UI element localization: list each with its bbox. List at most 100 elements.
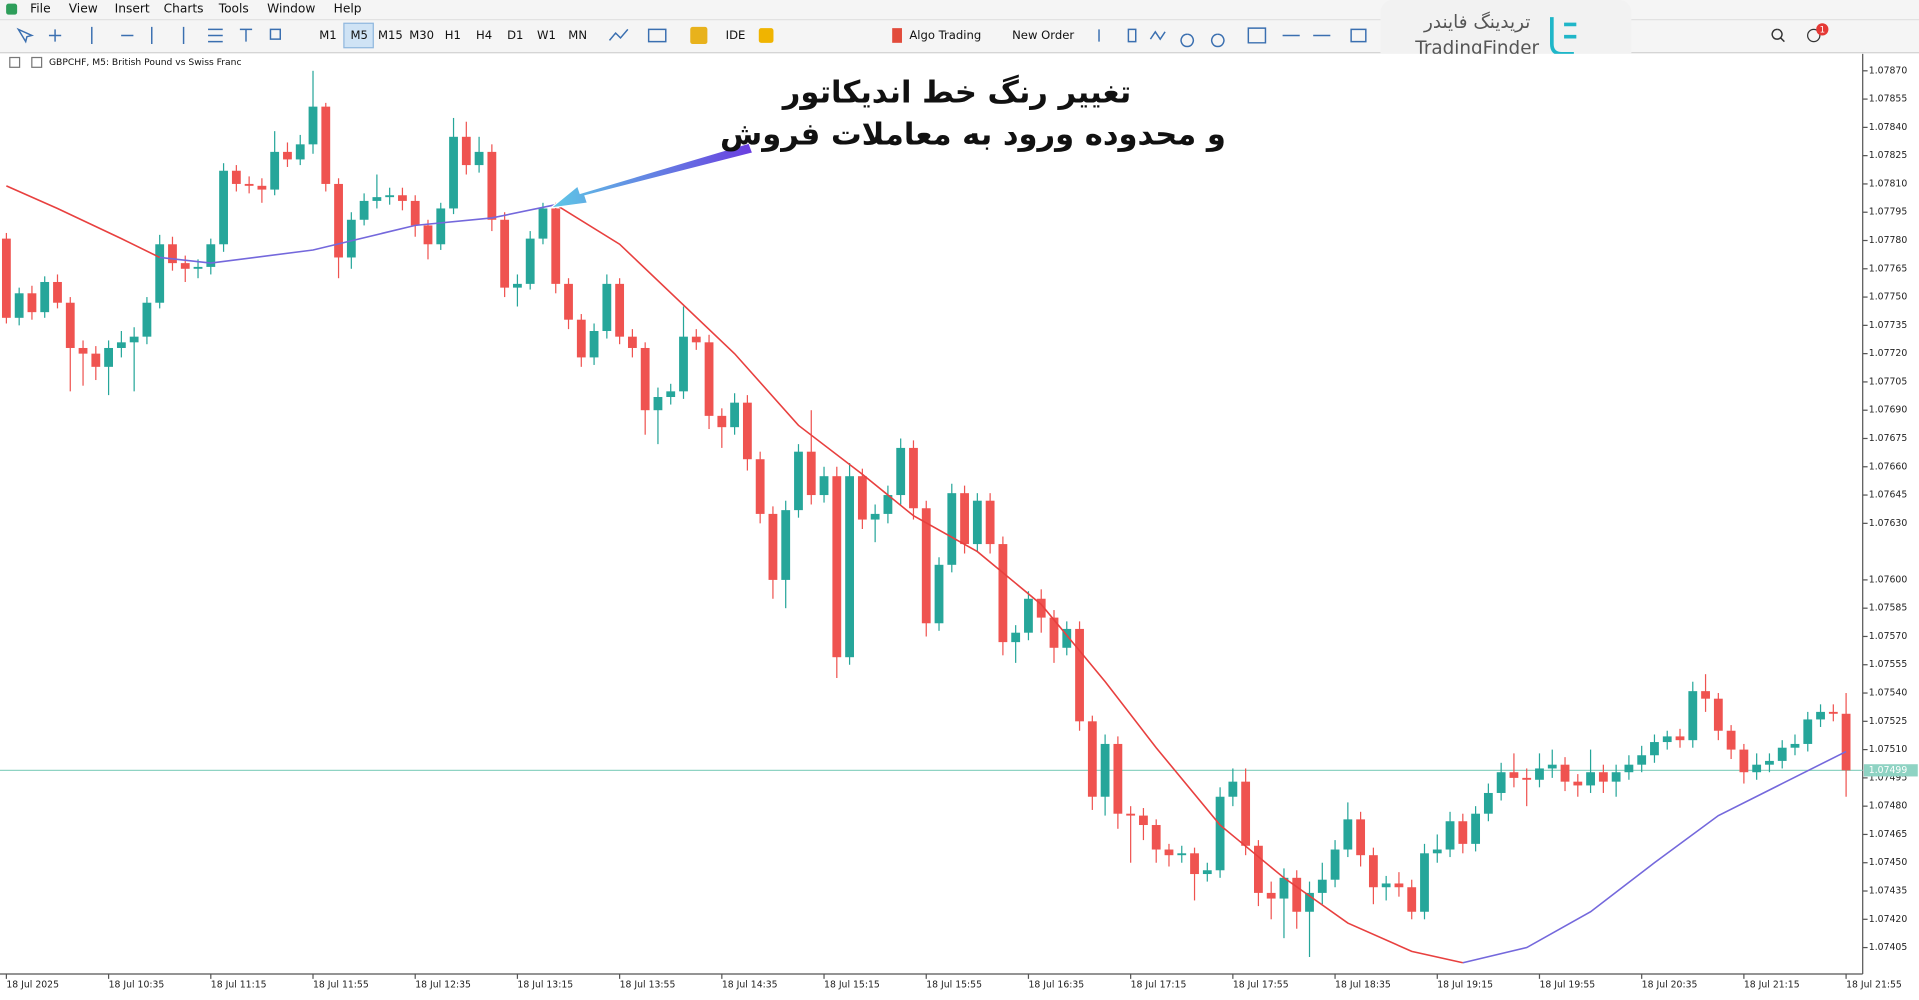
y-tick-label: 1.07660: [1869, 461, 1908, 472]
candle-body: [283, 151, 292, 160]
candle-body: [1241, 781, 1251, 846]
y-tick-label: 1.07480: [1869, 801, 1908, 812]
timeframe-button[interactable]: H4: [476, 28, 492, 42]
candle-body: [1381, 883, 1391, 888]
candle-body: [155, 244, 165, 303]
candle-body: [1292, 877, 1302, 912]
menu-item[interactable]: Help: [334, 2, 362, 16]
candle-body: [896, 447, 906, 496]
candle-body: [666, 391, 676, 398]
indicator-line: [159, 203, 556, 264]
candle-body: [551, 208, 561, 284]
candle-body: [1586, 772, 1595, 786]
timeframe-button[interactable]: M30: [409, 28, 434, 42]
candle-body: [461, 136, 471, 166]
ide-button[interactable]: IDE: [726, 28, 746, 42]
market-icon: [758, 28, 774, 43]
candle-body: [1790, 743, 1800, 748]
y-tick-label: 1.07855: [1869, 94, 1908, 105]
candle-body: [410, 200, 420, 226]
x-tick-label: 18 Jul 13:15: [517, 979, 573, 990]
y-tick-label: 1.07525: [1869, 716, 1908, 727]
candle-body: [180, 263, 190, 269]
indicator-line: [6, 185, 161, 259]
candle-body: [53, 281, 62, 303]
chat-icon[interactable]: [1807, 28, 1821, 43]
price-tag-label: 1.07499: [1869, 765, 1908, 776]
candle-body: [1062, 628, 1072, 648]
candle-body: [602, 283, 612, 332]
candle-body: [104, 347, 113, 367]
candle-body: [564, 283, 573, 320]
candle-body: [525, 238, 535, 284]
y-tick-label: 1.07405: [1869, 942, 1908, 953]
menu-item[interactable]: File: [30, 2, 50, 16]
candle-body: [1100, 743, 1110, 797]
search-icon[interactable]: [1771, 28, 1785, 43]
timeframe-button[interactable]: H1: [445, 28, 461, 42]
candle-body: [321, 106, 331, 184]
y-tick-label: 1.07765: [1869, 263, 1908, 274]
candle-body: [1190, 853, 1199, 875]
logo-en: TradingFinder: [1414, 38, 1539, 59]
candle-body: [1573, 781, 1583, 786]
candle-body: [244, 183, 254, 186]
x-tick-label: 18 Jul 15:55: [926, 979, 982, 990]
candle-body: [679, 336, 688, 392]
timeframe-button[interactable]: M1: [319, 28, 336, 42]
timeframe-button[interactable]: M5: [350, 28, 367, 42]
y-tick-label: 1.07840: [1869, 122, 1908, 133]
new-order-button[interactable]: New Order: [1012, 28, 1074, 42]
menu-item[interactable]: Insert: [115, 2, 150, 16]
x-tick-label: 18 Jul 12:35: [415, 979, 471, 990]
y-tick-label: 1.07735: [1869, 320, 1908, 331]
candle-body: [1343, 819, 1353, 850]
chart-icon: [31, 56, 43, 68]
candle-body: [972, 500, 982, 545]
candle-body: [1726, 730, 1736, 750]
candle-body: [1420, 853, 1429, 912]
timeframe-button[interactable]: W1: [537, 28, 556, 42]
candle-body: [1777, 747, 1787, 761]
x-tick-label: 18 Jul 2025: [6, 979, 59, 990]
candle-body: [270, 151, 280, 190]
algo-trading-button[interactable]: Algo Trading: [909, 28, 981, 42]
candle-body: [985, 500, 995, 545]
badge: [1816, 23, 1829, 36]
menu-item[interactable]: Charts: [164, 2, 204, 16]
candle-body: [1624, 764, 1634, 773]
annotation-line: و محدوده ورود به معاملات فروش: [720, 117, 1226, 152]
chart-title: GBPCHF, M5: British Pound vs Swiss Franc: [49, 57, 242, 68]
candle-body: [1509, 772, 1519, 778]
timeframe-button[interactable]: MN: [568, 28, 587, 42]
candle-body: [909, 447, 918, 509]
candle-body: [1496, 772, 1506, 793]
candle-body: [1151, 825, 1161, 850]
candle-body: [653, 397, 663, 411]
candle-body: [742, 402, 752, 460]
x-tick-label: 18 Jul 14:35: [722, 979, 778, 990]
candle-body: [436, 208, 446, 245]
menu-item[interactable]: View: [69, 2, 98, 16]
candle-body: [65, 302, 75, 348]
candle-body: [717, 415, 727, 428]
candle-body: [1305, 892, 1314, 912]
x-tick-label: 18 Jul 10:35: [109, 979, 165, 990]
x-tick-label: 18 Jul 17:15: [1131, 979, 1187, 990]
timeframe-button[interactable]: D1: [507, 28, 523, 42]
candle-body: [806, 451, 816, 496]
candle-body: [794, 451, 803, 511]
candle-body: [398, 195, 407, 201]
candle-body: [308, 106, 318, 145]
candle-body: [1, 238, 11, 318]
candle-body: [627, 336, 637, 348]
candle-body: [998, 544, 1008, 643]
candle-body: [1177, 853, 1187, 856]
y-tick-label: 1.07435: [1869, 886, 1908, 897]
timeframe-button[interactable]: M15: [378, 28, 403, 42]
menu-item[interactable]: Tools: [218, 2, 249, 16]
y-tick-label: 1.07465: [1869, 829, 1908, 840]
candle-body: [1483, 792, 1493, 814]
x-tick-label: 18 Jul 16:35: [1028, 979, 1084, 990]
menu-item[interactable]: Window: [267, 2, 315, 16]
